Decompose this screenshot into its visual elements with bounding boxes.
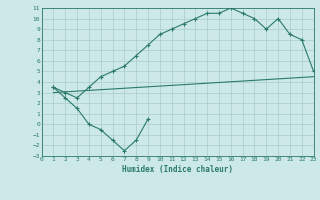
X-axis label: Humidex (Indice chaleur): Humidex (Indice chaleur)	[122, 165, 233, 174]
